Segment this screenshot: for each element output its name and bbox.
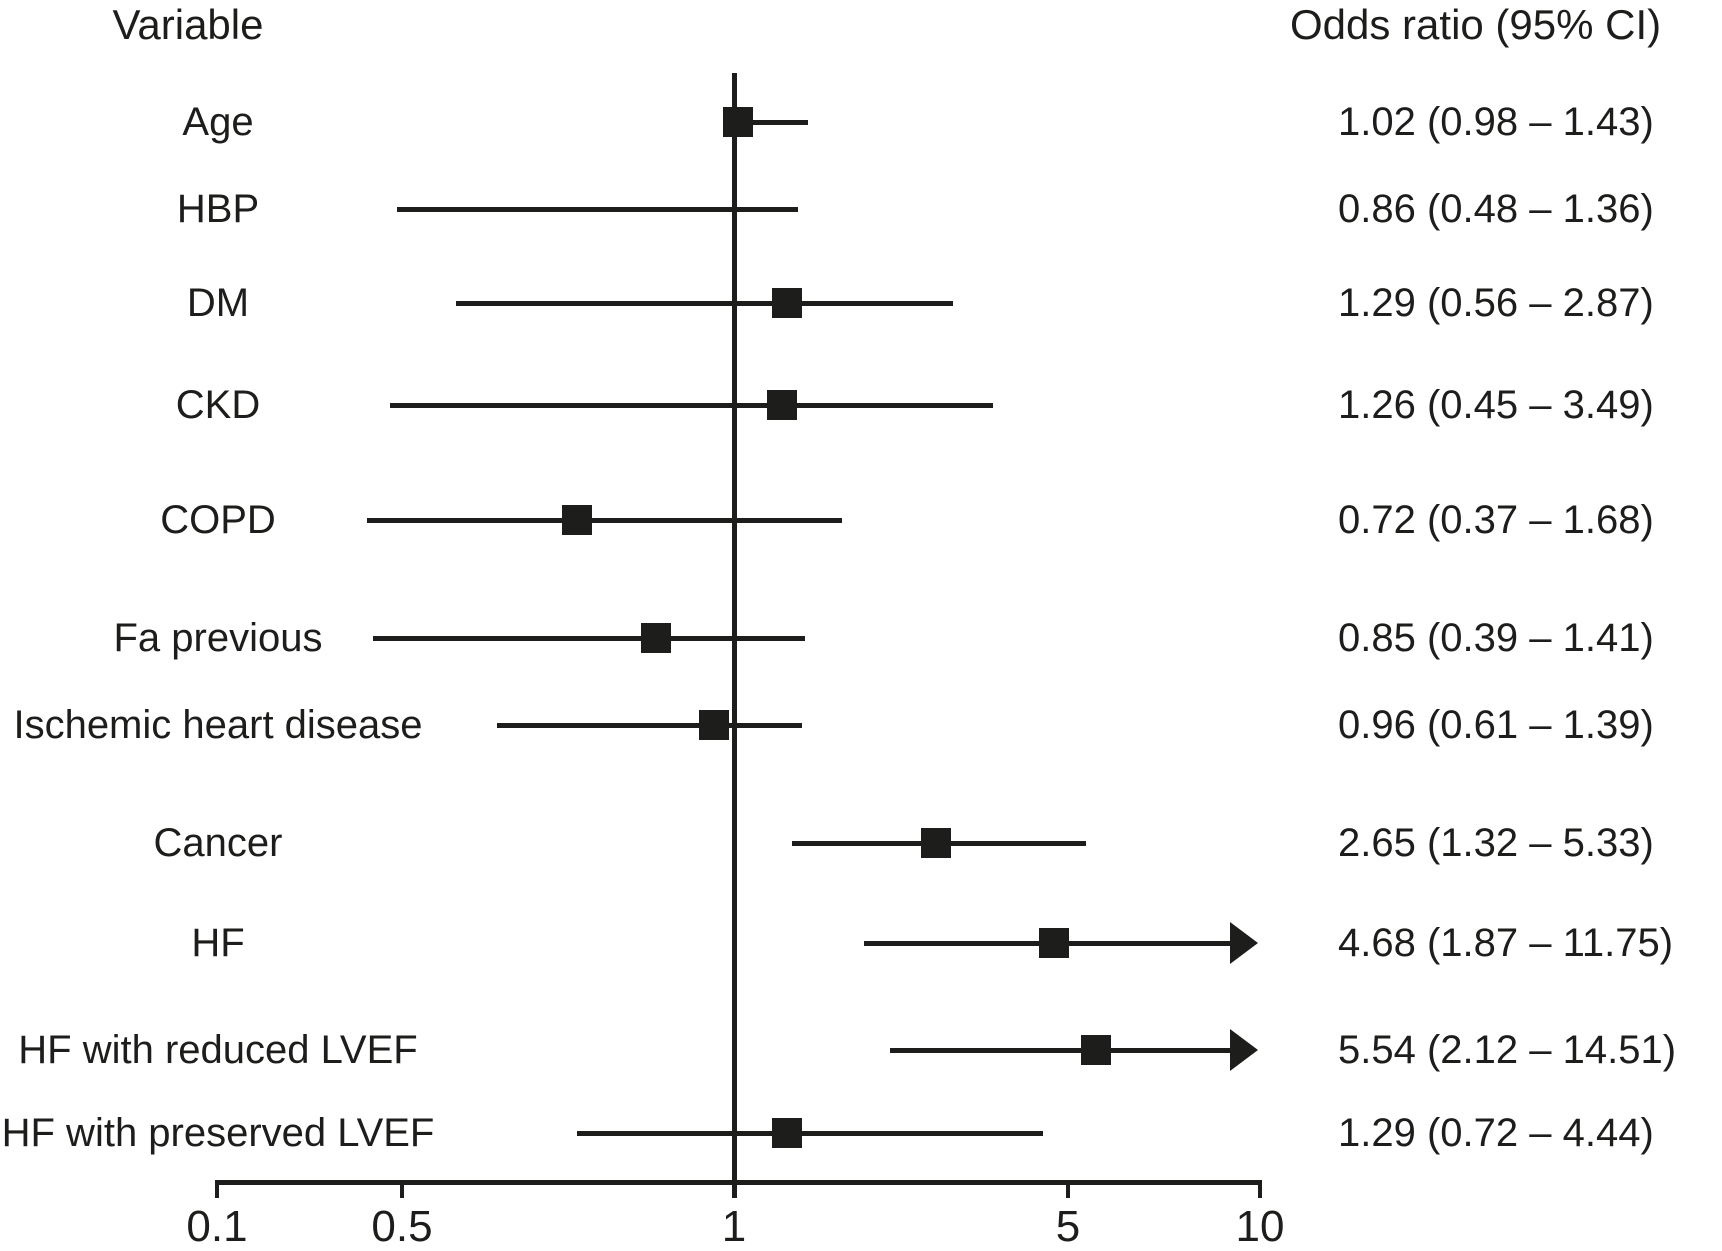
odds-ratio-marker — [771, 288, 802, 318]
x-axis — [215, 1180, 1262, 1185]
row-label: HF — [191, 921, 245, 965]
x-axis-tick — [1258, 1182, 1262, 1198]
ci-arrow-right-icon — [1230, 1029, 1258, 1071]
odds-ratio-value: 4.68 (1.87 – 11.75) — [1338, 921, 1674, 965]
x-axis-tick-label: 5 — [1055, 1202, 1081, 1251]
odds-ratio-value: 1.29 (0.56 – 2.87) — [1338, 281, 1654, 325]
x-axis-tick — [400, 1182, 405, 1198]
confidence-interval-line — [367, 517, 842, 523]
odds-ratio-value: 0.96 (0.61 – 1.39) — [1338, 703, 1654, 747]
confidence-interval-line — [497, 722, 803, 728]
confidence-interval-line — [576, 1130, 1044, 1136]
row-label: HBP — [176, 187, 260, 231]
row-label: HF with preserved LVEF — [1, 1111, 435, 1155]
odds-ratio-marker — [1081, 1035, 1112, 1065]
row-label: Age — [182, 100, 254, 144]
row-label: Ischemic heart disease — [13, 703, 423, 747]
column-header-variable: Variable — [112, 1, 264, 48]
odds-ratio-marker — [921, 828, 952, 858]
odds-ratio-marker — [766, 390, 797, 420]
odds-ratio-marker — [771, 1118, 802, 1148]
row-label: COPD — [160, 498, 276, 542]
confidence-interval-line — [456, 300, 953, 306]
ci-arrow-right-icon — [1230, 922, 1258, 964]
odds-ratio-value: 0.86 (0.48 – 1.36) — [1338, 187, 1654, 231]
row-label: DM — [186, 281, 250, 325]
odds-ratio-value: 5.54 (2.12 – 14.51) — [1338, 1028, 1677, 1072]
odds-ratio-marker — [723, 107, 754, 137]
x-axis-tick-label: 0.5 — [371, 1202, 433, 1251]
odds-ratio-value: 1.29 (0.72 – 4.44) — [1338, 1111, 1654, 1155]
x-axis-tick-label: 10 — [1235, 1202, 1285, 1251]
confidence-interval-line — [373, 635, 806, 641]
odds-ratio-value: 1.26 (0.45 – 3.49) — [1338, 383, 1654, 427]
row-label: Cancer — [153, 821, 283, 865]
odds-ratio-marker — [561, 505, 592, 535]
x-axis-tick — [1065, 1182, 1070, 1198]
odds-ratio-value: 2.65 (1.32 – 5.33) — [1338, 821, 1654, 865]
odds-ratio-marker — [1039, 928, 1070, 958]
confidence-interval-line — [389, 402, 994, 408]
column-header-odds-ratio: Odds ratio (95% CI) — [1290, 1, 1662, 48]
x-axis-tick — [215, 1182, 219, 1198]
x-axis-tick-label: 0.1 — [186, 1202, 248, 1251]
row-label: Fa previous — [113, 616, 323, 660]
x-axis-tick — [732, 1182, 736, 1198]
odds-ratio-marker — [699, 710, 730, 740]
odds-ratio-marker — [641, 623, 672, 653]
odds-ratio-value: 1.02 (0.98 – 1.43) — [1338, 100, 1654, 144]
confidence-interval-line — [397, 206, 798, 212]
odds-ratio-value: 0.72 (0.37 – 1.68) — [1338, 498, 1654, 542]
x-axis-tick-label: 1 — [721, 1202, 747, 1251]
row-label: HF with reduced LVEF — [18, 1028, 418, 1072]
confidence-interval-line — [889, 1047, 1232, 1053]
confidence-interval-line — [724, 119, 809, 125]
row-label: CKD — [175, 383, 261, 427]
odds-ratio-value: 0.85 (0.39 – 1.41) — [1338, 616, 1654, 660]
